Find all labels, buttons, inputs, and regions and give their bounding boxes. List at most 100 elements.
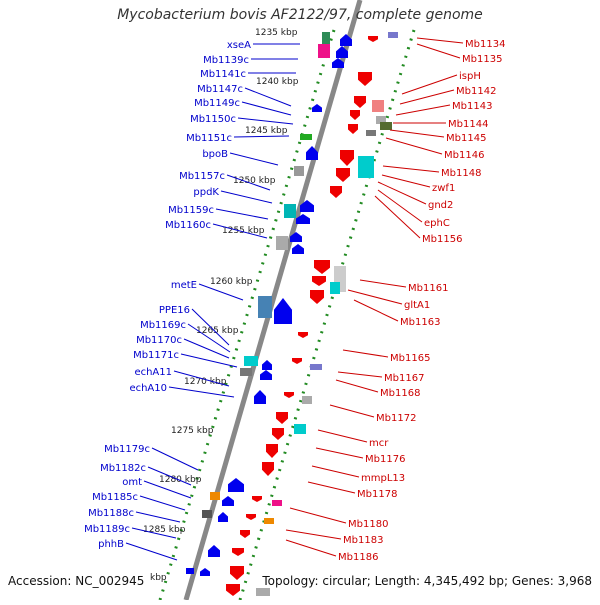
- right-label-leader: [385, 137, 443, 155]
- left-label-leader: [241, 101, 292, 116]
- left-gene-label: PPE16: [159, 305, 190, 316]
- right-gene-label: Mb1163: [400, 317, 440, 328]
- minus-strand-arrow: [218, 512, 228, 522]
- left-gene-label: xseA: [227, 40, 251, 51]
- plus-strand-arrow: [262, 462, 274, 476]
- right-gene-label: Mb1167: [384, 373, 424, 384]
- left-label-leader: [244, 87, 292, 107]
- minus-strand-arrow: [262, 360, 272, 370]
- right-gene-label: ephC: [424, 218, 450, 229]
- left-gene-label: Mb1160c: [165, 220, 211, 231]
- plus-strand-arrow: [240, 530, 250, 538]
- plus-strand-arrow: [310, 290, 324, 304]
- left-gene-label: Mb1149c: [194, 98, 240, 109]
- right-label-leader: [285, 529, 342, 540]
- right-gene-label: Mb1134: [465, 39, 505, 50]
- gene-block: [276, 236, 288, 250]
- right-gene-label: mmpL13: [361, 473, 405, 484]
- accession-text: Accession: NC_002945: [8, 574, 145, 588]
- left-gene-label: metE: [171, 280, 197, 291]
- left-gene-label: Mb1179c: [104, 444, 150, 455]
- right-gene-label: gnd2: [428, 200, 453, 211]
- minus-strand-arrow: [292, 244, 304, 254]
- right-gene-label: Mb1143: [452, 101, 492, 112]
- minus-strand-arrow: [222, 496, 234, 506]
- left-gene-label: Mb1169c: [140, 320, 186, 331]
- gene-block: [302, 396, 312, 404]
- plus-strand-arrow: [284, 392, 294, 398]
- gene-block: [272, 500, 282, 506]
- minus-strand-arrow: [208, 545, 220, 557]
- right-label-leader: [374, 195, 421, 239]
- right-gene-label: Mb1165: [390, 353, 430, 364]
- ruler-label: 1245 kbp: [245, 126, 288, 136]
- minus-strand-arrow: [300, 200, 314, 212]
- left-label-leader: [226, 174, 271, 191]
- plus-strand-arrow: [358, 72, 372, 86]
- left-gene-label: Mb1139c: [203, 55, 249, 66]
- right-label-leader: [315, 447, 364, 459]
- ruler-label: 1265 kbp: [196, 326, 239, 336]
- plus-strand-arrow: [368, 36, 378, 42]
- gene-block: [318, 44, 330, 58]
- right-label-leader: [416, 43, 461, 59]
- right-label-leader: [347, 289, 403, 305]
- left-label-leader: [229, 152, 279, 166]
- plus-strand-arrow: [276, 412, 288, 424]
- ruler-label: 1240 kbp: [256, 77, 299, 87]
- left-gene-label: Mb1182c: [100, 463, 146, 474]
- left-gene-label: omt: [122, 477, 142, 488]
- right-label-leader: [395, 104, 451, 116]
- left-gene-label: echA11: [134, 367, 172, 378]
- right-gene-label: Mb1168: [380, 388, 420, 399]
- right-label-leader: [359, 279, 407, 288]
- left-gene-label: ppdK: [193, 187, 219, 198]
- minus-strand-arrow: [336, 46, 348, 58]
- right-label-leader: [307, 481, 356, 494]
- gene-block: [330, 282, 340, 294]
- plus-strand-arrow: [350, 110, 360, 120]
- left-gene-label: Mb1151c: [186, 133, 232, 144]
- genome-stats-text: Topology: circular; Length: 4,345,492 bp…: [262, 574, 592, 588]
- plus-strand-arrow: [226, 584, 240, 596]
- gene-block: [256, 588, 270, 596]
- right-gene-label: mcr: [369, 438, 389, 449]
- right-label-leader: [337, 371, 383, 378]
- left-gene-label: Mb1188c: [88, 508, 134, 519]
- right-gene-label: Mb1176: [365, 454, 405, 465]
- left-label-leader: [168, 386, 235, 398]
- left-label-leader: [131, 527, 177, 539]
- right-gene-label: ispH: [459, 71, 481, 82]
- gene-block: [388, 32, 398, 38]
- right-label-leader: [377, 181, 427, 205]
- left-gene-label: Mb1157c: [179, 171, 225, 182]
- plus-strand-arrow: [230, 566, 244, 580]
- left-label-leader: [151, 447, 199, 471]
- left-gene-label: Mb1170c: [136, 335, 182, 346]
- right-label-leader: [353, 299, 399, 322]
- right-gene-label: gltA1: [404, 300, 430, 311]
- right-label-leader: [381, 174, 431, 188]
- plus-strand-arrow: [354, 96, 366, 108]
- gene-block: [294, 424, 306, 434]
- left-label-leader: [180, 353, 238, 368]
- minus-strand-arrow: [296, 214, 310, 224]
- right-gene-label: Mb1183: [343, 535, 383, 546]
- gene-block: [240, 368, 252, 376]
- plus-strand-arrow: [340, 150, 354, 166]
- right-label-leader: [329, 404, 375, 418]
- gene-features: [186, 32, 398, 596]
- plus-strand-arrow: [272, 428, 284, 440]
- gene-block: [310, 364, 322, 370]
- right-gene-label: Mb1148: [441, 168, 481, 179]
- left-gene-label: phhB: [98, 539, 124, 550]
- gene-block: [244, 356, 258, 366]
- right-gene-label: Mb1144: [448, 119, 488, 130]
- minus-strand-arrow: [340, 34, 352, 46]
- plus-strand-arrow: [246, 514, 256, 520]
- left-label-leader: [198, 283, 244, 301]
- plus-strand-arrow: [348, 124, 358, 134]
- left-label-leader: [233, 135, 290, 138]
- minus-strand-arrow: [332, 58, 344, 68]
